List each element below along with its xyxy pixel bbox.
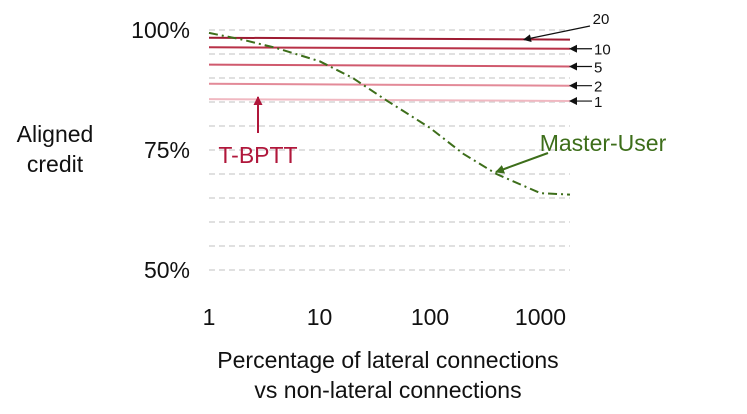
series-line-t-bptt-20 [208,36,571,41]
annotation-master-user-arrow [495,152,549,174]
y-tick-label-100: 100% [131,17,190,43]
x-axis-label-line1: Percentage of lateral connections [217,347,558,373]
series-line-t-bptt-5 [208,63,571,68]
x-tick-label-100: 100 [411,304,449,330]
annotation-master-user: Master-User [540,130,667,156]
end-label-1: 1 [594,94,602,111]
x-axis-label-line2: vs non-lateral connections [254,377,521,403]
gridlines [209,29,570,271]
series-line-master-user [208,31,571,196]
series-line-t-bptt-2 [208,82,571,87]
y-axis-label-line2: credit [27,151,84,177]
series-end-labels: 20 105 21 [523,11,611,111]
series-line-t-bptt-10 [208,46,571,50]
series-line-t-bptt-1 [208,98,571,102]
end-label-20: 20 [593,11,610,28]
end-label-10: 10 [594,42,611,59]
annotation-tbptt: T-BPTT [218,142,297,168]
end-arrow-20 [523,25,591,43]
y-axis-label-line1: Aligned [17,121,94,147]
tick-labels: 50% 75% 100% 1 10 100 1000 [131,17,566,330]
x-tick-label-10: 10 [307,304,333,330]
end-label-2: 2 [594,79,602,96]
x-tick-label-1: 1 [203,304,216,330]
y-tick-label-75: 75% [144,137,190,163]
y-tick-label-50: 50% [144,257,190,283]
x-tick-label-1000: 1000 [515,304,566,330]
end-label-5: 5 [594,59,602,76]
series-group [208,31,571,196]
